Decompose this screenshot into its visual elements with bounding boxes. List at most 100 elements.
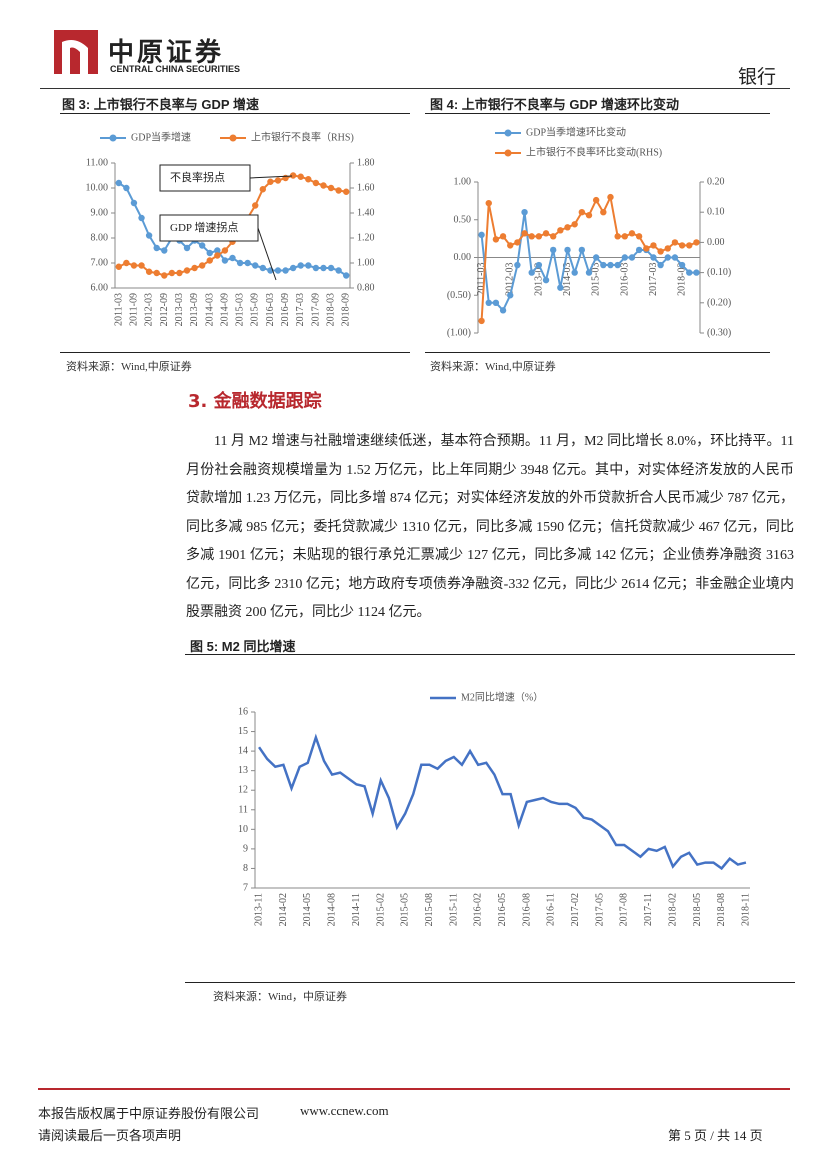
point (289, 264, 297, 272)
point (693, 269, 700, 276)
x-tick-label: 2017-03 (648, 263, 659, 296)
y-tick-label: 11 (238, 804, 248, 815)
legend-marker (504, 129, 512, 137)
point (115, 263, 122, 270)
point (176, 269, 183, 277)
copyright: 本报告版权属于中原证券股份有限公司 (38, 1106, 260, 1121)
legend-label: GDP当季增速 (131, 131, 191, 144)
point (578, 246, 586, 254)
y-tick-label: (1.00) (447, 328, 471, 339)
y-tick-label: 6.00 (91, 283, 109, 294)
x-tick-label: 2014-03 (204, 293, 215, 326)
y-tick-label: 16 (238, 707, 248, 718)
y-tick-label: 9.00 (91, 208, 109, 219)
x-tick-label: 2018-05 (692, 893, 703, 926)
x-tick-label: 2017-09 (310, 293, 321, 326)
y-tick-label: 7 (243, 883, 248, 894)
point (542, 276, 550, 284)
point (607, 261, 614, 269)
source: 资料来源：Wind,中原证券 (66, 361, 192, 373)
x-tick-label: 2011-03 (476, 263, 487, 296)
y-tick-label: 8 (243, 863, 248, 874)
point (312, 179, 320, 187)
page-number: 第 5 页 / 共 14 页 (668, 1128, 763, 1143)
x-tick-label: 2014-11 (351, 893, 362, 926)
figure-rule (425, 113, 770, 114)
x-tick-label: 2015-02 (375, 893, 386, 926)
point (221, 247, 229, 254)
x-tick-label: 2016-03 (619, 263, 630, 296)
point (650, 242, 657, 249)
point (499, 233, 507, 240)
y-tick-label: 0.20 (707, 177, 725, 188)
y-tick-label: 0.10 (707, 207, 725, 218)
point (628, 254, 636, 261)
x-tick-label: 2017-02 (570, 893, 581, 926)
point (145, 268, 153, 275)
source: 资料来源：Wind，中原证券 (213, 991, 347, 1003)
x-tick-label: 2013-03 (174, 293, 185, 326)
legend-label: M2同比增速（%） (461, 691, 543, 704)
y-tick-label: 9 (243, 843, 248, 854)
annotation: 不良率拐点 (170, 170, 225, 184)
point (130, 199, 138, 207)
x-tick-label: 2017-11 (643, 893, 654, 926)
legend-marker (229, 134, 237, 142)
point (343, 272, 350, 279)
figure-rule (185, 654, 795, 655)
x-tick-label: 2012-03 (505, 263, 516, 296)
y-tick-label: 11.00 (86, 158, 108, 169)
point (252, 262, 259, 269)
point (327, 184, 335, 192)
x-tick-label: 2014-02 (278, 893, 289, 926)
point (564, 246, 571, 254)
point (282, 267, 289, 274)
legend-marker (504, 149, 512, 157)
point (252, 202, 259, 209)
point (214, 247, 221, 254)
point (635, 233, 643, 240)
x-tick-label: 2013-11 (254, 893, 265, 926)
point (335, 267, 342, 274)
paragraph: 11 月 M2 增速与社融增速继续低迷，基本符合预期。11 月，M2 同比增长 … (186, 434, 794, 620)
point (671, 254, 679, 261)
point (320, 264, 327, 272)
x-tick-label: 2018-02 (667, 893, 678, 926)
x-tick-label: 2014-08 (327, 893, 338, 926)
point (535, 233, 543, 240)
y-tick-label: 15 (238, 726, 248, 737)
x-tick-label: 2016-08 (521, 893, 532, 926)
x-tick-label: 2013-09 (189, 293, 200, 326)
point (138, 262, 145, 269)
x-tick-label: 2015-03 (591, 263, 602, 296)
header-rule (40, 88, 790, 89)
x-tick-label: 2015-08 (424, 893, 435, 926)
point (267, 178, 274, 185)
y-tick-label: 13 (238, 765, 248, 776)
point (549, 233, 557, 240)
x-tick-label: 2015-11 (448, 893, 459, 926)
point (514, 239, 521, 246)
point (657, 248, 664, 255)
chart: 6.00 7.00 8.00 9.00 10.00 11.00 0.80 1.00 1.20 1.… (86, 131, 375, 327)
y-tick-label: 10 (238, 824, 248, 835)
point (153, 269, 160, 277)
point (621, 254, 629, 261)
x-tick-label: 2014-03 (562, 263, 573, 296)
x-tick-label: 2011-09 (128, 293, 139, 326)
x-tick-label: 2018-09 (341, 293, 352, 326)
y-tick-label: 1.20 (357, 233, 375, 244)
point (578, 209, 586, 216)
point (507, 242, 514, 249)
point (206, 249, 213, 257)
x-tick-label: 2015-09 (250, 293, 261, 326)
x-tick-label: 2017-08 (619, 893, 630, 926)
point (161, 247, 168, 254)
point (592, 196, 600, 204)
point (492, 299, 500, 306)
x-tick-label: 2013-03 (533, 263, 544, 296)
section-title: 3. 金融数据跟踪 (188, 391, 322, 412)
x-tick-label: 2016-05 (497, 893, 508, 926)
source: 资料来源：Wind,中原证券 (430, 361, 556, 373)
